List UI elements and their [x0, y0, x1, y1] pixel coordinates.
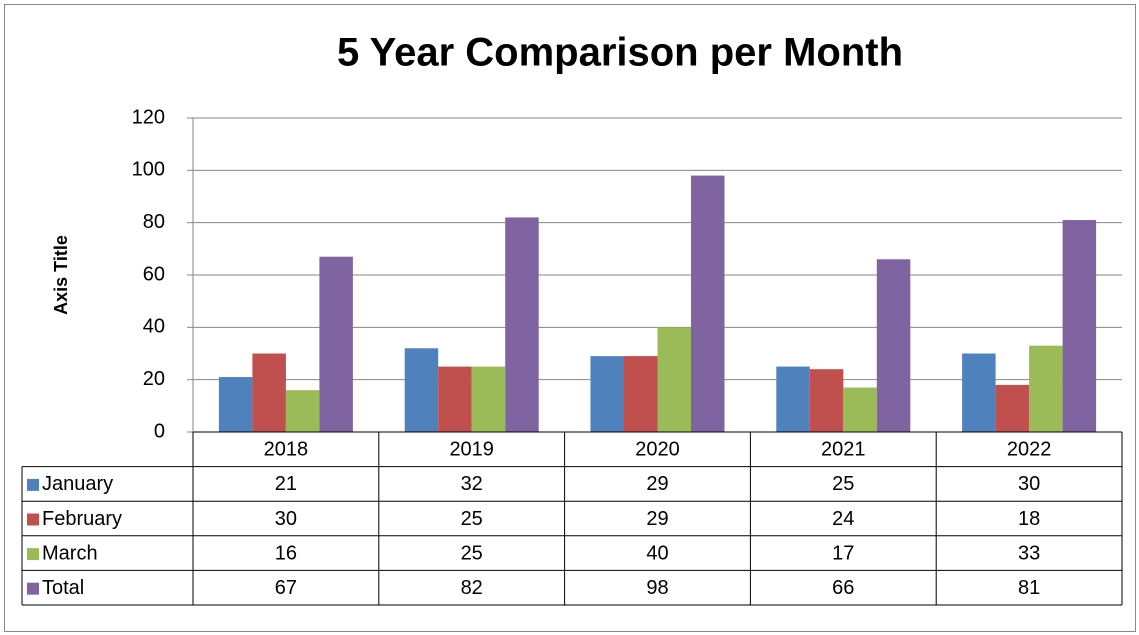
- legend-label: February: [42, 508, 122, 530]
- bar: [319, 256, 353, 432]
- y-tick-label: 100: [132, 159, 165, 181]
- bar: [657, 327, 691, 432]
- y-axis-title: Axis Title: [51, 235, 71, 315]
- y-tick-label: 80: [143, 211, 165, 233]
- bar: [843, 387, 877, 432]
- table-value: 17: [832, 542, 854, 564]
- bar: [590, 356, 624, 432]
- legend-label: January: [42, 473, 113, 495]
- bar: [252, 353, 286, 432]
- table-value: 29: [646, 473, 668, 495]
- table-value: 81: [1018, 577, 1040, 599]
- table-value: 98: [646, 577, 668, 599]
- y-tick-label: 120: [132, 106, 165, 128]
- table-value: 33: [1018, 542, 1040, 564]
- x-tick-label: 2021: [821, 439, 866, 461]
- bar: [1029, 345, 1063, 432]
- bar: [962, 353, 996, 432]
- bar: [624, 356, 658, 432]
- y-tick-label: 0: [154, 420, 165, 442]
- table-value: 66: [832, 577, 854, 599]
- bar: [776, 366, 810, 432]
- table-value: 24: [832, 508, 854, 530]
- bar: [995, 384, 1030, 432]
- legend-label: March: [42, 542, 98, 564]
- x-tick-label: 2018: [264, 439, 309, 461]
- bar: [285, 390, 320, 432]
- bar: [471, 366, 506, 432]
- table-value: 82: [461, 577, 483, 599]
- y-tick-label: 20: [143, 368, 165, 390]
- table-value: 29: [646, 508, 668, 530]
- table-value: 32: [461, 473, 483, 495]
- x-tick-label: 2022: [1007, 439, 1052, 461]
- table-value: 25: [461, 508, 483, 530]
- legend-label: Total: [42, 577, 84, 599]
- chart-border: [4, 4, 1136, 632]
- bar: [809, 369, 844, 432]
- table-value: 40: [646, 542, 668, 564]
- table-value: 30: [1018, 473, 1040, 495]
- x-tick-label: 2019: [449, 439, 494, 461]
- legend-key: [27, 548, 39, 561]
- table-value: 30: [275, 508, 297, 530]
- legend-key: [27, 513, 39, 526]
- bar: [1062, 220, 1097, 432]
- x-tick-label: 2020: [635, 439, 680, 461]
- table-value: 18: [1018, 508, 1040, 530]
- table-value: 16: [275, 542, 297, 564]
- bar: [505, 217, 539, 432]
- y-tick-label: 40: [143, 316, 165, 338]
- table-value: 21: [275, 473, 297, 495]
- bar: [218, 377, 253, 432]
- bar: [876, 259, 911, 432]
- bar: [691, 175, 725, 433]
- y-tick-label: 60: [143, 263, 165, 285]
- chart-title: 5 Year Comparison per Month: [337, 31, 903, 75]
- table-value: 25: [461, 542, 483, 564]
- table-value: 67: [275, 577, 297, 599]
- table-value: 25: [832, 473, 854, 495]
- legend-key: [27, 582, 39, 595]
- legend-key: [27, 478, 39, 491]
- bar: [438, 366, 472, 432]
- bar: [404, 348, 439, 432]
